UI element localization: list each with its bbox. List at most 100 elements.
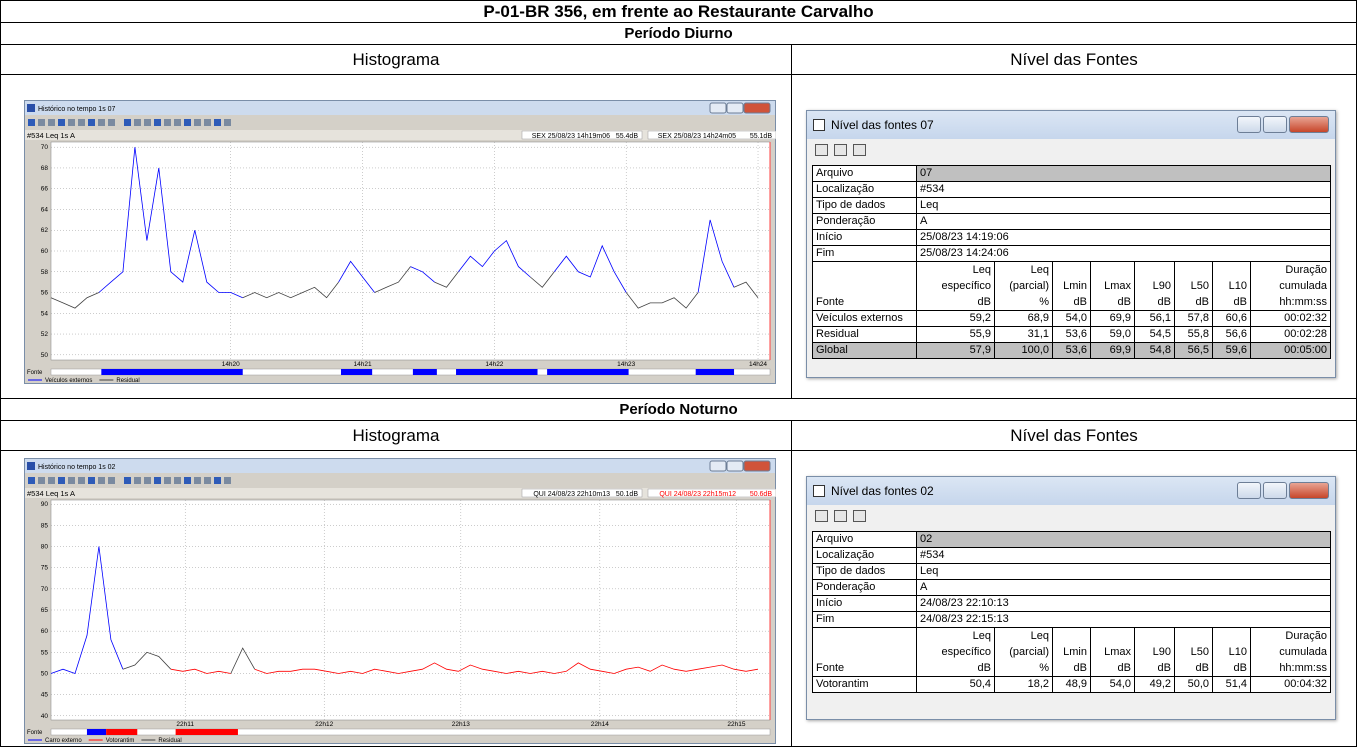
tool-icon[interactable] (204, 119, 211, 126)
column-header: LmindB (1053, 628, 1091, 677)
tool-icon[interactable] (134, 477, 141, 484)
maximize-button[interactable] (1263, 116, 1287, 133)
info-label: Início (813, 596, 917, 612)
header-line: Duração (1285, 630, 1327, 642)
tool-icon[interactable] (144, 477, 151, 484)
tool-icon[interactable] (88, 477, 95, 484)
tool-icon[interactable] (144, 119, 151, 126)
tool-icon[interactable] (815, 144, 828, 156)
tool-icon[interactable] (78, 119, 85, 126)
period-heading: Período Noturno (0, 398, 1357, 421)
tool-icon[interactable] (174, 477, 181, 484)
minimize-button[interactable] (1237, 482, 1261, 499)
maximize-button[interactable] (1263, 482, 1287, 499)
tool-icon[interactable] (224, 477, 231, 484)
value-cell: 56,5 (1175, 343, 1213, 359)
tool-icon[interactable] (68, 119, 75, 126)
tool-icon[interactable] (108, 119, 115, 126)
tool-icon[interactable] (124, 119, 131, 126)
cursor-level: 55.1dB (750, 133, 773, 140)
tool-icon[interactable] (108, 477, 115, 484)
tool-icon[interactable] (58, 477, 65, 484)
info-row: Início24/08/23 22:10:13 (813, 596, 1331, 612)
info-label: Arquivo (813, 532, 917, 548)
column-header: Leq(parcial)% (995, 262, 1053, 311)
info-label: Ponderação (813, 580, 917, 596)
header-line: dB (1196, 296, 1209, 308)
value-cell: 57,8 (1175, 311, 1213, 327)
tool-icon[interactable] (164, 119, 171, 126)
tool-icon[interactable] (204, 477, 211, 484)
y-tick-label: 70 (41, 586, 49, 593)
minimize-button[interactable] (1237, 116, 1261, 133)
info-value: A (917, 214, 1331, 230)
tool-icon[interactable] (28, 119, 35, 126)
tool-icon[interactable] (124, 477, 131, 484)
source-name: Global (813, 343, 917, 359)
tool-icon[interactable] (98, 477, 105, 484)
window-button[interactable] (710, 103, 726, 113)
y-tick-label: 50 (41, 670, 49, 677)
tool-icon[interactable] (214, 477, 221, 484)
tool-icon[interactable] (224, 119, 231, 126)
tool-icon[interactable] (184, 119, 191, 126)
tool-icon[interactable] (38, 119, 45, 126)
histogram-window: Histórico no tempo 1s 07#534 Leq 1s ASEX… (24, 100, 776, 384)
value-cell: 59,6 (1213, 343, 1251, 359)
tool-icon[interactable] (194, 477, 201, 484)
y-tick-label: 58 (41, 269, 49, 276)
header-line: L90 (1153, 646, 1171, 658)
x-tick-label: 14h24 (749, 361, 767, 368)
close-button[interactable] (1289, 116, 1329, 133)
header-line: Lmax (1104, 646, 1131, 658)
sources-table: Arquivo07Localização#534Tipo de dadosLeq… (812, 165, 1331, 359)
info-label: Tipo de dados (813, 198, 917, 214)
tool-icon[interactable] (38, 477, 45, 484)
tool-icon[interactable] (194, 119, 201, 126)
window-title: Histórico no tempo 1s 02 (38, 464, 116, 471)
tool-icon[interactable] (214, 119, 221, 126)
tool-icon[interactable] (68, 477, 75, 484)
window-button[interactable] (744, 461, 770, 471)
tool-icon[interactable] (834, 510, 847, 522)
tool-icon[interactable] (815, 510, 828, 522)
value-cell: 69,9 (1091, 343, 1135, 359)
tool-icon[interactable] (98, 119, 105, 126)
tool-icon[interactable] (174, 119, 181, 126)
tool-icon[interactable] (164, 477, 171, 484)
value-cell: 50,0 (1175, 677, 1213, 693)
header-line: Fonte (816, 662, 844, 674)
y-tick-label: 56 (41, 290, 49, 297)
tool-icon[interactable] (184, 477, 191, 484)
tool-icon[interactable] (853, 510, 866, 522)
plot-area (51, 500, 770, 720)
tool-icon[interactable] (834, 144, 847, 156)
tool-icon[interactable] (58, 119, 65, 126)
window-button[interactable] (710, 461, 726, 471)
sources-window: Nível das fontes 02 Arquivo02Localização… (806, 476, 1336, 720)
tool-icon[interactable] (154, 477, 161, 484)
tool-icon[interactable] (48, 477, 55, 484)
info-row: Arquivo02 (813, 532, 1331, 548)
tool-icon[interactable] (78, 477, 85, 484)
tool-icon[interactable] (853, 144, 866, 156)
sources-window: Nível das fontes 07 Arquivo07Localização… (806, 110, 1336, 378)
info-value: 25/08/23 14:19:06 (917, 230, 1331, 246)
header-line: cumulada (1279, 646, 1327, 658)
tool-icon[interactable] (134, 119, 141, 126)
header-row: FonteLeqespecíficodBLeq(parcial)%LmindBL… (813, 628, 1331, 677)
value-cell: 55,9 (917, 327, 995, 343)
tool-icon[interactable] (48, 119, 55, 126)
window-button[interactable] (744, 103, 770, 113)
cursor-time: QUI 24/08/23 22h10m13 (533, 491, 610, 498)
tool-icon[interactable] (28, 477, 35, 484)
window-button[interactable] (727, 103, 743, 113)
column-heading: Histograma (0, 420, 792, 451)
window-icon (27, 104, 35, 112)
tool-icon[interactable] (154, 119, 161, 126)
value-cell: 57,9 (917, 343, 995, 359)
info-row: Tipo de dadosLeq (813, 564, 1331, 580)
tool-icon[interactable] (88, 119, 95, 126)
window-button[interactable] (727, 461, 743, 471)
close-button[interactable] (1289, 482, 1329, 499)
